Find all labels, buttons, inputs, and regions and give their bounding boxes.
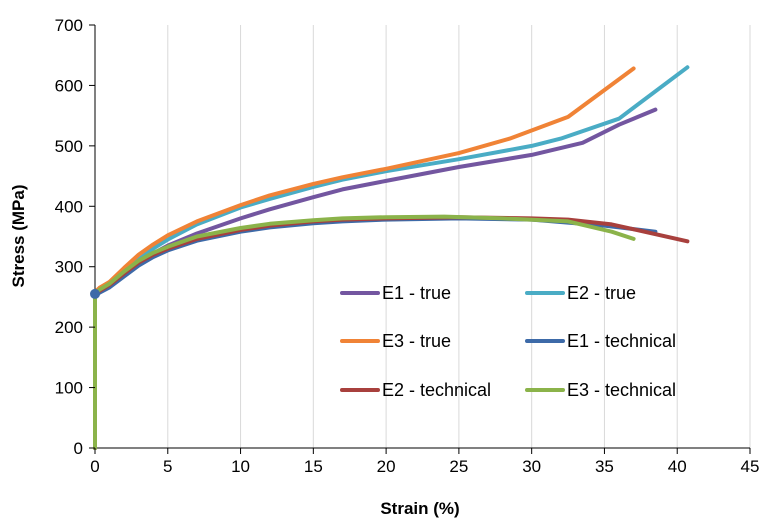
x-tick-label: 35 (595, 457, 614, 476)
y-tick-label: 600 (55, 76, 83, 95)
x-axis-title: Strain (%) (380, 499, 459, 518)
series-line-6 (93, 214, 636, 450)
x-tick-label: 5 (163, 457, 172, 476)
x-tick-label: 10 (231, 457, 250, 476)
x-tick-label: 25 (449, 457, 468, 476)
y-tick-label: 500 (55, 137, 83, 156)
x-tick-label: 20 (377, 457, 396, 476)
x-tick-label: 15 (304, 457, 323, 476)
x-tick-label: 0 (90, 457, 99, 476)
x-tick-label: 30 (522, 457, 541, 476)
grid-layer (167, 25, 751, 448)
ticks-layer: 0 100 200 300 400 500 600 700 0 5 10 15 20 25 30 35 40 45 (55, 16, 760, 476)
y-tick-label: 0 (74, 439, 83, 458)
legend-label: E1 - technical (567, 331, 676, 351)
legend-label: E2 - true (567, 283, 636, 303)
y-axis-title: Stress (MPa) (9, 185, 28, 288)
y-tick-label: 200 (55, 318, 83, 337)
series-layer (90, 65, 690, 450)
legend-label: E3 - true (382, 331, 451, 351)
start-point-marker (90, 288, 100, 299)
x-tick-label: 40 (668, 457, 687, 476)
y-tick-label: 700 (55, 16, 83, 35)
y-tick-label: 300 (55, 258, 83, 277)
legend-label: E1 - true (382, 283, 451, 303)
y-tick-label: 400 (55, 197, 83, 216)
x-tick-label: 45 (741, 457, 760, 476)
legend-label: E3 - technical (567, 380, 676, 400)
legend: E1 - true E2 - true E3 - true E1 - technica… (340, 283, 676, 400)
legend-label: E2 - technical (382, 380, 491, 400)
y-tick-label: 100 (55, 379, 83, 398)
